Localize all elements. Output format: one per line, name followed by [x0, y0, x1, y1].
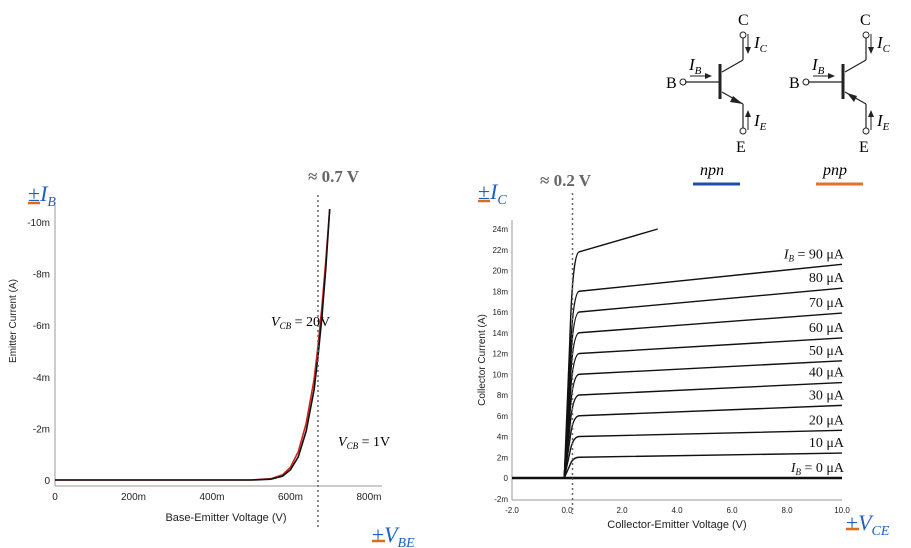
right-curve-label: 70 μA: [809, 296, 845, 311]
pnp-base-label: B: [789, 75, 800, 92]
left-x-axis-title: Base-Emitter Voltage (V): [165, 512, 286, 524]
left-x-tick-label: 200m: [121, 492, 146, 503]
pnp-ib-label: IB: [811, 55, 825, 77]
right-series-line: [512, 360, 843, 479]
left-y-axis-title: Emitter Current (A): [8, 279, 19, 363]
npn-transistor-symbol: C B E IB IC IE npn: [666, 12, 768, 186]
right-y-tick-label: 2m: [497, 453, 508, 462]
right-x-tick-label: 6.0: [726, 506, 738, 515]
right-y-tick-label: 16m: [492, 308, 508, 317]
right-curve-label: IB = 90 μA: [783, 247, 845, 263]
right-y-tick-label: 10m: [492, 370, 508, 379]
right-curve-label: 40 μA: [809, 366, 845, 381]
left-x-tick-label: 0: [52, 492, 58, 503]
right-y-tick-label: 8m: [497, 391, 508, 400]
pnp-emitter-label: E: [859, 139, 869, 156]
right-y-tick-label: 22m: [492, 246, 508, 255]
npn-ie-label: IE: [753, 111, 767, 133]
right-extra-curve: [563, 228, 658, 479]
right-tick-group: -2.0 0.0 2.0 4.0 6.0 8.0 10.0 -2m 0 2m 4m 6m 8m 10m 12…: [492, 225, 850, 515]
pnp-transistor-symbol: C B E IB IC IE pnp: [789, 12, 891, 186]
left-corner-label: ±IB: [28, 181, 56, 210]
left-series-line-vcb20: [55, 209, 331, 481]
right-y-tick-label: 0: [504, 474, 509, 483]
pnp-ic-arrow-icon: [868, 47, 874, 54]
npn-collector-terminal: [739, 31, 747, 39]
pnp-emitter-terminal: [862, 127, 870, 135]
right-curve-label: 60 μA: [809, 321, 845, 336]
right-series-line: [512, 381, 843, 479]
left-tick-group: 0 200m 400m 600m 800m 0 -2m -4m -6m -8m -10m: [27, 218, 381, 503]
left-bottom-label: ±VBE: [372, 522, 415, 548]
npn-emitter-label: E: [736, 139, 746, 156]
right-bottom-label: ±VCE: [846, 510, 890, 539]
pnp-collector-label: C: [860, 12, 871, 29]
pnp-caption: pnp: [822, 162, 847, 179]
right-curve-label-group: IB = 90 μA 80 μA 70 μA 60 μA 50 μA 40 μA 30 μA…: [783, 247, 845, 477]
right-y-tick-label: 18m: [492, 287, 508, 296]
right-y-axis-title: Collector Current (A): [477, 314, 488, 406]
npn-ib-label: IB: [688, 55, 702, 77]
left-curve-group: [55, 209, 331, 481]
npn-collector-label: C: [738, 12, 749, 29]
left-x-tick-label: 800m: [356, 492, 381, 503]
right-curve-label: 20 μA: [809, 413, 845, 428]
left-x-tick-label: 400m: [199, 492, 224, 503]
pnp-base-terminal: [802, 78, 810, 86]
npn-base-label: B: [666, 75, 677, 92]
left-y-tick-label: -8m: [33, 270, 50, 281]
right-curve-label: 30 μA: [809, 388, 845, 403]
right-series-line: [512, 263, 843, 479]
right-x-tick-label: 2.0: [616, 506, 628, 515]
pnp-ie-label: IE: [876, 111, 890, 133]
right-x-tick-label: 10.0: [834, 506, 850, 515]
npn-ib-arrow-icon: [705, 73, 712, 79]
right-x-tick-label: -2.0: [505, 506, 519, 515]
right-y-tick-label: 4m: [497, 433, 508, 442]
right-x-axis-title: Collector-Emitter Voltage (V): [607, 519, 746, 531]
pnp-ie-arrow-icon: [868, 110, 874, 117]
right-curve-label: IB = 0 μA: [790, 461, 845, 477]
right-y-tick-label: 12m: [492, 350, 508, 359]
right-y-tick-label: 14m: [492, 329, 508, 338]
npn-emitter-terminal: [739, 127, 747, 135]
right-x-tick-label: 0.0: [561, 506, 573, 515]
left-y-tick-label: -6m: [33, 321, 50, 332]
right-x-tick-label: 8.0: [781, 506, 793, 515]
right-curve-label: 80 μA: [809, 271, 845, 286]
right-curve-group: [512, 228, 843, 480]
right-y-tick-label: 20m: [492, 267, 508, 276]
left-y-tick-label: 0: [44, 476, 50, 487]
left-y-tick-label: -4m: [33, 373, 50, 384]
right-x-tick-label: 4.0: [671, 506, 683, 515]
right-threshold-label: ≈ 0.2 V: [540, 171, 592, 190]
right-curve-label: 10 μA: [809, 436, 845, 451]
npn-ic-arrow-icon: [745, 47, 751, 54]
right-y-tick-label: 6m: [497, 412, 508, 421]
right-chart: ±IC ≈ 0.2 V -2.0 0.0 2.0 4.0 6.0 8.0 10.0 -2m 0 2…: [477, 171, 890, 539]
npn-ie-arrow-icon: [745, 110, 751, 117]
left-y-tick-label: -2m: [33, 424, 50, 435]
left-series-line-vcb1: [55, 209, 331, 481]
npn-base-terminal: [679, 78, 687, 86]
left-threshold-label: ≈ 0.7 V: [308, 167, 360, 186]
left-vcb1-label: VCB = 1V: [338, 435, 390, 451]
left-x-tick-label: 600m: [278, 492, 303, 503]
pnp-emitter-arrow-icon: [847, 93, 857, 102]
right-y-tick-label: 24m: [492, 225, 508, 234]
right-y-tick-label: -2m: [494, 495, 508, 504]
pnp-ic-label: IC: [876, 33, 891, 55]
npn-ic-label: IC: [753, 33, 768, 55]
npn-caption: npn: [700, 162, 724, 179]
right-curve-label: 50 μA: [809, 344, 845, 359]
npn-emitter-arrow-icon: [730, 96, 743, 104]
pnp-collector-terminal: [862, 31, 870, 39]
left-chart: ±IB ≈ 0.7 V 0 200m 400m 600m 800m 0 -2m -4m -6m -…: [8, 167, 415, 548]
pnp-ib-arrow-icon: [828, 73, 835, 79]
left-vcb20-label: VCB = 20V: [271, 315, 330, 331]
right-series-line: [512, 429, 843, 479]
right-corner-label: ±IC: [478, 179, 507, 208]
left-y-tick-label: -10m: [27, 218, 50, 229]
